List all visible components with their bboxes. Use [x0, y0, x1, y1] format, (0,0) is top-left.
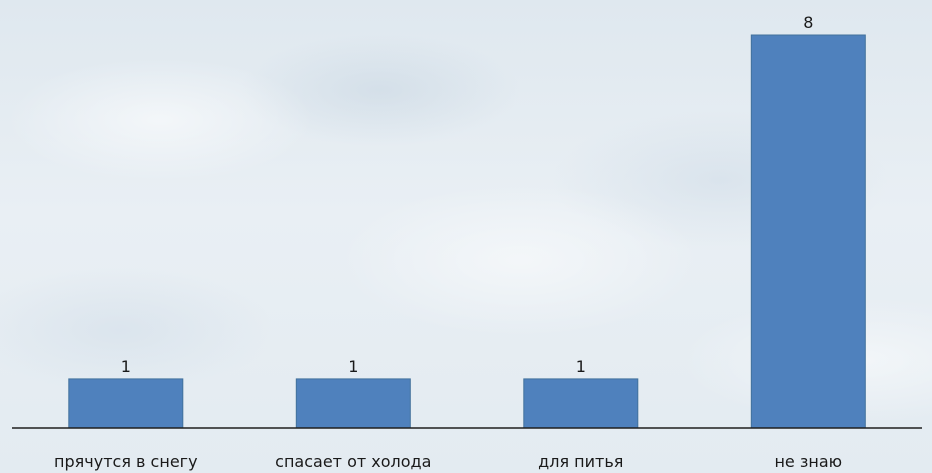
bar-1	[68, 378, 184, 429]
bar-2	[295, 378, 411, 429]
x-tick-label-3: для питья	[538, 452, 623, 471]
x-tick-label-4: не знаю	[774, 452, 842, 471]
data-label-1: 1	[121, 357, 131, 376]
x-tick-labels-group: прячутся в снегу спасает от холода для пит…	[54, 452, 842, 471]
bar-4	[750, 34, 866, 429]
data-label-3: 1	[576, 357, 586, 376]
bar-3	[523, 378, 639, 429]
bars-group	[68, 34, 866, 429]
data-labels-group: 1 1 1 8	[121, 13, 814, 376]
data-label-2: 1	[348, 357, 358, 376]
data-label-4: 8	[803, 13, 813, 32]
x-tick-label-1: прячутся в снегу	[54, 452, 197, 471]
x-tick-label-2: спасает от холода	[275, 452, 431, 471]
